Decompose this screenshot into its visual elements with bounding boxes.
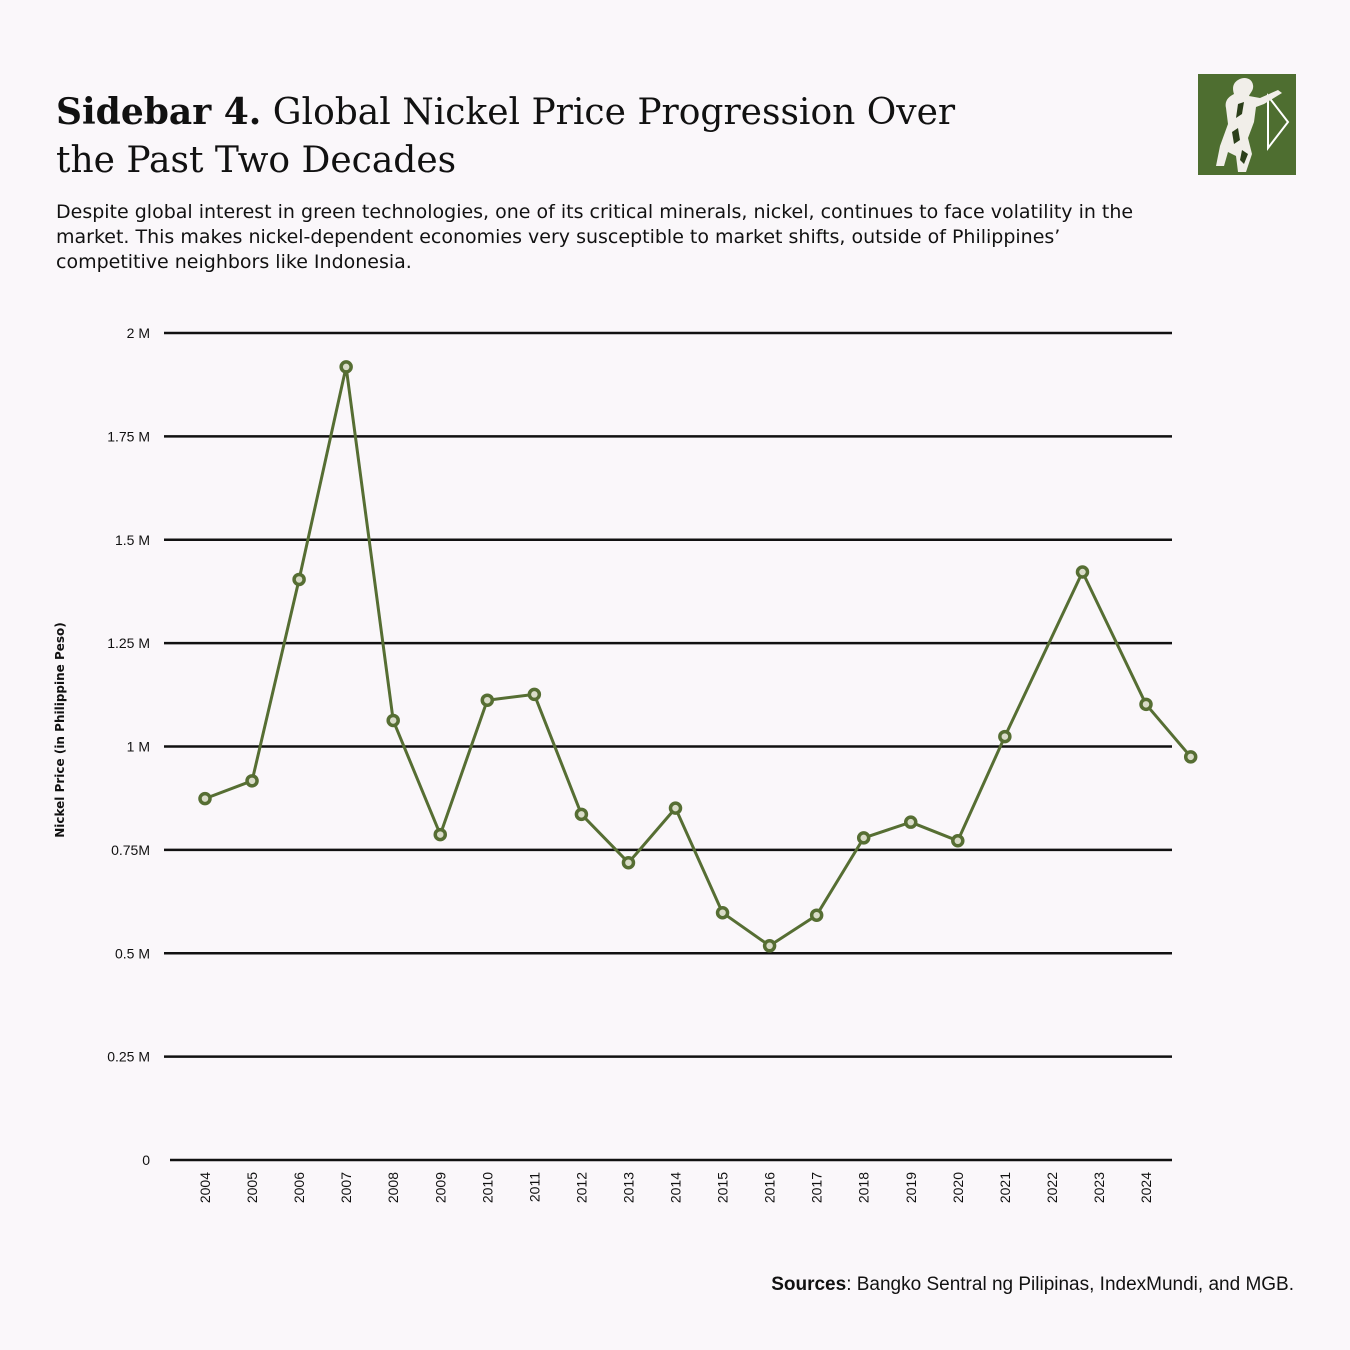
x-tick-label: 2006 bbox=[291, 1172, 307, 1203]
chart-description: Despite global interest in green technol… bbox=[56, 201, 1134, 273]
data-point bbox=[904, 815, 918, 829]
data-point bbox=[715, 905, 730, 920]
y-tick-label: 1.25 M bbox=[107, 635, 150, 651]
data-point bbox=[527, 687, 542, 702]
data-point bbox=[339, 360, 353, 374]
x-tick-label: 2017 bbox=[809, 1172, 825, 1203]
y-tick-label: 0 bbox=[142, 1152, 150, 1168]
x-tick-label: 2009 bbox=[432, 1172, 448, 1203]
x-tick-label: 2010 bbox=[479, 1172, 495, 1203]
x-tick-label: 2005 bbox=[244, 1172, 260, 1203]
y-tick-label: 1.5 M bbox=[115, 532, 150, 548]
sources-label: Sources bbox=[771, 1274, 847, 1295]
data-point bbox=[292, 572, 306, 587]
data-point bbox=[762, 939, 777, 953]
statue-logo-icon bbox=[1198, 74, 1296, 175]
x-tick-label: 2011 bbox=[526, 1172, 542, 1202]
x-tick-label: 2024 bbox=[1138, 1172, 1154, 1203]
sources-text: : Bangko Sentral ng Pilipinas, IndexMund… bbox=[846, 1274, 1294, 1295]
x-tick-label: 2018 bbox=[856, 1172, 872, 1203]
x-tick-label: 2016 bbox=[762, 1172, 778, 1203]
y-tick-label: 2 M bbox=[127, 325, 150, 341]
x-tick-label: 2021 bbox=[997, 1172, 1013, 1203]
data-point bbox=[951, 834, 965, 848]
data-point bbox=[1139, 697, 1153, 712]
grid-lines bbox=[164, 331, 1172, 1162]
y-tick-label: 0.75M bbox=[111, 842, 150, 858]
x-tick-label: 2015 bbox=[715, 1172, 731, 1203]
x-tick-labels: 2004 2005 2006 2007 2008 2009 2010 2011 2012 2013… bbox=[197, 1172, 1154, 1203]
x-tick-label: 2014 bbox=[668, 1172, 684, 1203]
x-tick-label: 2019 bbox=[903, 1172, 919, 1203]
data-point bbox=[809, 908, 824, 922]
data-point bbox=[198, 791, 212, 806]
data-point bbox=[574, 807, 589, 822]
y-tick-label: 0.25 M bbox=[107, 1049, 150, 1065]
series-line bbox=[204, 365, 1192, 948]
y-tick-label: 0.5 M bbox=[115, 945, 150, 961]
data-point bbox=[245, 774, 259, 788]
data-point bbox=[1183, 750, 1198, 764]
series-layer bbox=[198, 360, 1198, 953]
title-rest: Global Nickel Price Progression Over the… bbox=[56, 92, 956, 181]
y-tick-label: 1.75 M bbox=[107, 428, 150, 444]
x-tick-label: 2007 bbox=[338, 1172, 354, 1203]
data-point bbox=[621, 855, 636, 870]
data-point bbox=[433, 827, 447, 842]
x-tick-label: 2023 bbox=[1091, 1172, 1107, 1203]
x-tick-label: 2013 bbox=[620, 1172, 636, 1203]
x-tick-label: 2022 bbox=[1044, 1172, 1060, 1203]
title-lead: Sidebar 4. bbox=[56, 91, 262, 133]
y-axis-label: Nickel Price (in Philippine Peso) bbox=[53, 622, 67, 838]
statue-logo-graphic bbox=[1216, 77, 1290, 172]
chart-title: Sidebar 4. Global Nickel Price Progressi… bbox=[56, 88, 956, 185]
x-tick-label: 2004 bbox=[197, 1172, 213, 1203]
data-point bbox=[998, 729, 1012, 744]
data-point bbox=[480, 693, 495, 707]
data-point bbox=[856, 831, 871, 845]
x-tick-label: 2008 bbox=[385, 1172, 401, 1203]
data-point bbox=[1075, 565, 1090, 579]
y-tick-label: 1 M bbox=[127, 739, 150, 755]
y-tick-labels: 0 0.25 M 0.5 M 0.75M 1 M 1.25 M 1.5 M 1.75 M 2 M bbox=[107, 325, 150, 1168]
x-tick-label: 2012 bbox=[573, 1172, 589, 1203]
sources-note: Sources: Bangko Sentral ng Pilipinas, In… bbox=[771, 1274, 1294, 1296]
data-point bbox=[668, 801, 683, 815]
x-tick-label: 2020 bbox=[950, 1172, 966, 1203]
data-point bbox=[386, 713, 400, 728]
